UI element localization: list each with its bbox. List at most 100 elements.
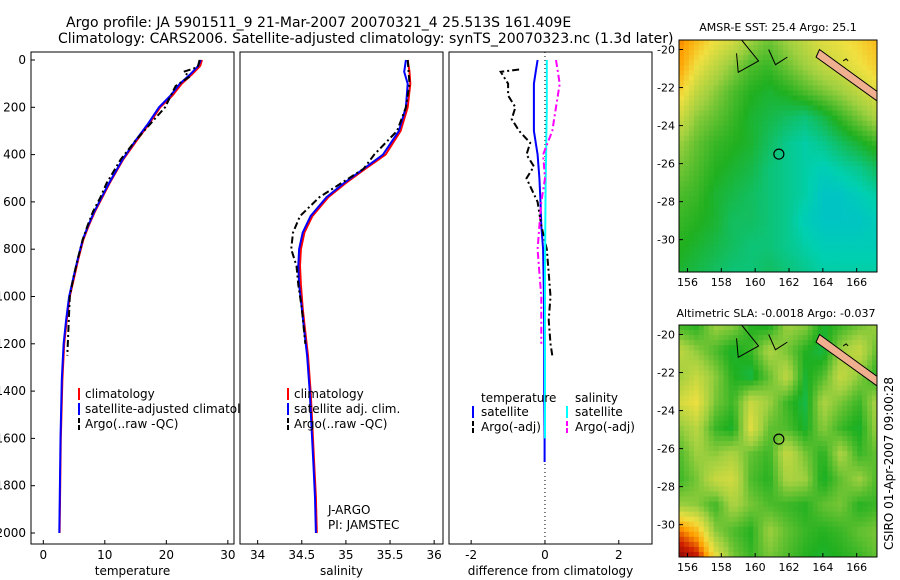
heatmap-cell — [763, 251, 769, 258]
heatmap-cell — [817, 95, 823, 101]
heatmap-cell — [773, 395, 779, 402]
heatmap-cell — [802, 261, 809, 268]
heatmap-cell — [802, 400, 809, 407]
heatmap-cell — [738, 355, 744, 361]
heatmap-cell — [832, 85, 838, 91]
heatmap-cell — [738, 541, 744, 548]
heatmap-cell — [683, 370, 690, 376]
heatmap-cell — [827, 425, 833, 432]
heatmap-cell — [792, 481, 799, 487]
heatmap-cell — [748, 410, 754, 417]
heatmap-cell — [822, 410, 828, 417]
heatmap-cell — [708, 140, 715, 147]
heatmap-cell — [872, 531, 878, 538]
heatmap-cell — [792, 186, 799, 192]
heatmap-cell — [698, 360, 705, 366]
heatmap-cell — [688, 551, 695, 558]
heatmap-cell — [872, 451, 878, 457]
heatmap-cell — [837, 115, 843, 122]
heatmap-cell — [787, 526, 794, 533]
heatmap-cell — [718, 231, 724, 238]
heatmap-cell — [688, 375, 695, 381]
heatmap-cell — [728, 526, 734, 533]
heatmap-cell — [768, 340, 774, 346]
heatmap-cell — [842, 236, 848, 243]
heatmap-cell — [718, 55, 724, 61]
heatmap-cell — [862, 325, 868, 331]
heatmap-cell — [822, 45, 828, 51]
header-line-1: Argo profile: JA 5901511_9 21-Mar-2007 2… — [66, 15, 571, 31]
heatmap-cell — [688, 335, 695, 341]
heatmap-cell — [683, 466, 690, 472]
heatmap-cell — [822, 266, 828, 273]
heatmap-cell — [693, 506, 700, 513]
heatmap-cell — [748, 446, 754, 452]
heatmap-cell — [763, 340, 769, 346]
heatmap-cell — [807, 156, 814, 162]
heatmap-cell — [743, 466, 749, 472]
heatmap-cell — [753, 491, 759, 497]
heatmap-cell — [782, 130, 789, 137]
heatmap-cell — [748, 451, 754, 457]
heatmap-cell — [827, 410, 833, 417]
heatmap-cell — [758, 526, 764, 533]
legend-label: satellite-adjusted climatology — [85, 402, 263, 416]
heatmap-cell — [733, 456, 739, 462]
heatmap-cell — [698, 430, 705, 437]
heatmap-cell — [787, 486, 794, 492]
heatmap-cell — [758, 395, 764, 402]
heatmap-cell — [748, 456, 754, 462]
heatmap-cell — [857, 435, 863, 442]
heatmap-cell — [763, 435, 769, 442]
heatmap-cell — [683, 491, 690, 497]
heatmap-cell — [797, 236, 804, 243]
heatmap-cell — [733, 365, 739, 371]
heatmap-cell — [852, 50, 858, 56]
heatmap-cell — [812, 430, 818, 437]
heatmap-cell — [857, 181, 863, 187]
heatmap-cell — [802, 441, 809, 447]
heatmap-cell — [758, 115, 764, 122]
heatmap-cell — [733, 206, 739, 212]
heatmap-cell — [802, 385, 809, 391]
heatmap-cell — [679, 256, 685, 263]
heatmap-cell — [763, 186, 769, 192]
heatmap-cell — [782, 420, 789, 427]
heatmap-cell — [728, 385, 734, 391]
heatmap-cell — [827, 420, 833, 427]
heatmap-cell — [792, 251, 799, 258]
heatmap-cell — [807, 181, 814, 187]
heatmap-cell — [842, 481, 848, 487]
heatmap-cell — [778, 355, 784, 361]
heatmap-cell — [778, 135, 784, 142]
heatmap-cell — [807, 375, 814, 381]
heatmap-cell — [718, 171, 724, 177]
heatmap-cell — [683, 50, 690, 56]
heatmap-cell — [852, 501, 858, 507]
heatmap-cell — [867, 380, 873, 386]
heatmap-cell — [807, 461, 814, 467]
heatmap-cell — [778, 130, 784, 137]
heatmap-cell — [862, 196, 868, 202]
heatmap-cell — [812, 40, 818, 46]
heatmap-cell — [782, 360, 789, 366]
heatmap-cell — [872, 50, 878, 56]
heatmap-cell — [743, 496, 749, 502]
heatmap-cell — [812, 95, 818, 101]
heatmap-cell — [857, 246, 863, 253]
heatmap-cell — [698, 55, 705, 61]
heatmap-cell — [812, 60, 818, 66]
heatmap-cell — [867, 365, 873, 371]
y-tick-label: -28 — [657, 196, 675, 209]
heatmap-cell — [822, 130, 828, 137]
heatmap-cell — [812, 546, 818, 553]
heatmap-cell — [847, 471, 853, 477]
heatmap-cell — [817, 256, 823, 263]
heatmap-cell — [792, 536, 799, 543]
heatmap-cell — [763, 551, 769, 558]
heatmap-cell — [718, 256, 724, 263]
heatmap-cell — [679, 395, 685, 402]
heatmap-cell — [782, 261, 789, 268]
heatmap-cell — [743, 536, 749, 543]
